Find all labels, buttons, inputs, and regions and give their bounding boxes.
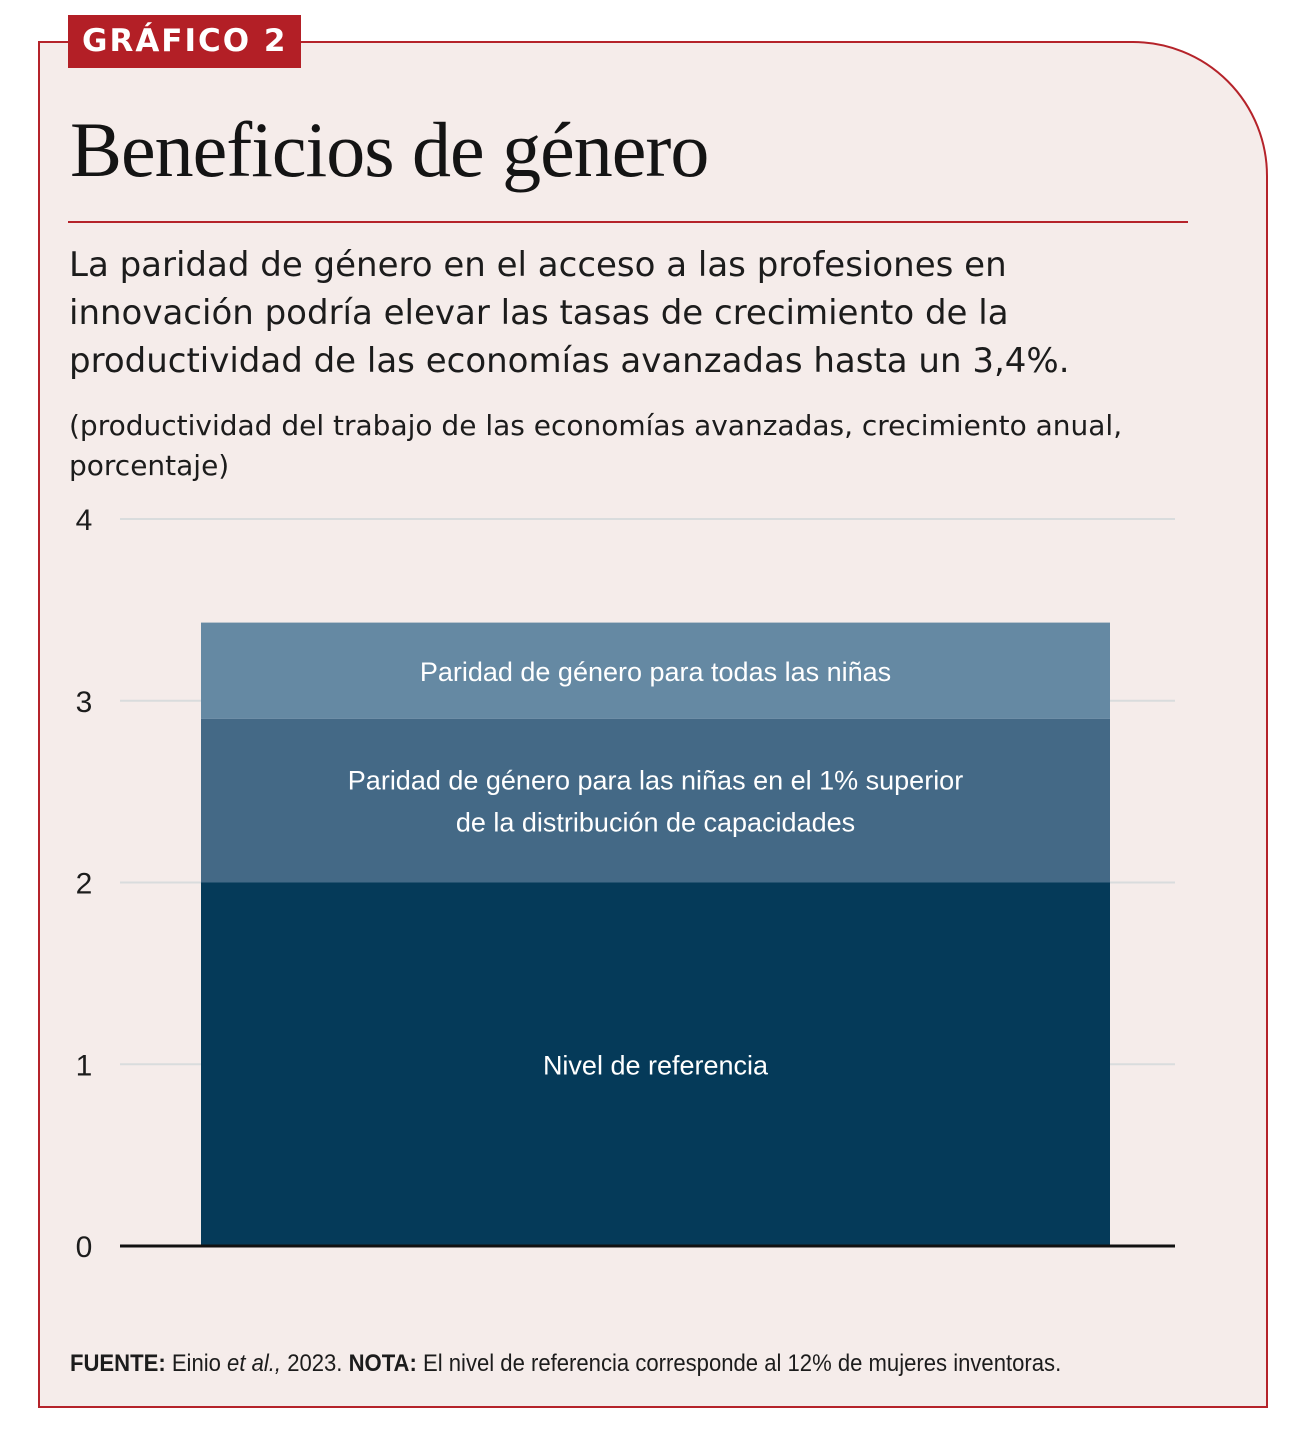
- source-italic: et al.,: [227, 1350, 282, 1377]
- segment-label: Paridad de género para las niñas en el 1…: [348, 766, 963, 838]
- source-text: Einio: [165, 1350, 228, 1377]
- chart-title: Beneficios de género: [70, 106, 709, 193]
- segment-label: Nivel de referencia: [543, 1050, 769, 1080]
- units-label: (productividad del trabajo de las econom…: [69, 409, 1123, 482]
- source-label: FUENTE:: [70, 1350, 166, 1377]
- y-tick-label: 2: [76, 868, 93, 901]
- title-divider: [68, 221, 1188, 223]
- y-tick-label: 4: [76, 504, 93, 537]
- y-tick-label: 1: [76, 1049, 93, 1082]
- y-tick-label: 3: [76, 686, 93, 719]
- y-tick-label: 0: [76, 1231, 93, 1264]
- segment-label: Paridad de género para todas las niñas: [420, 657, 891, 687]
- bar-segment: [201, 882, 1110, 1246]
- chart-subtitle: La paridad de género en el acceso a las …: [69, 245, 1070, 381]
- note-label: NOTA:: [348, 1350, 417, 1377]
- footnote: FUENTE: Einio et al., 2023. NOTA: El niv…: [70, 1350, 1156, 1378]
- bar-segment: [201, 718, 1110, 883]
- note-text: El nivel de referencia corresponde al 12…: [416, 1350, 1062, 1377]
- source-year: 2023.: [281, 1350, 349, 1377]
- figure-tag: GRÁFICO 2: [68, 15, 302, 68]
- bar-segment: [201, 622, 1110, 719]
